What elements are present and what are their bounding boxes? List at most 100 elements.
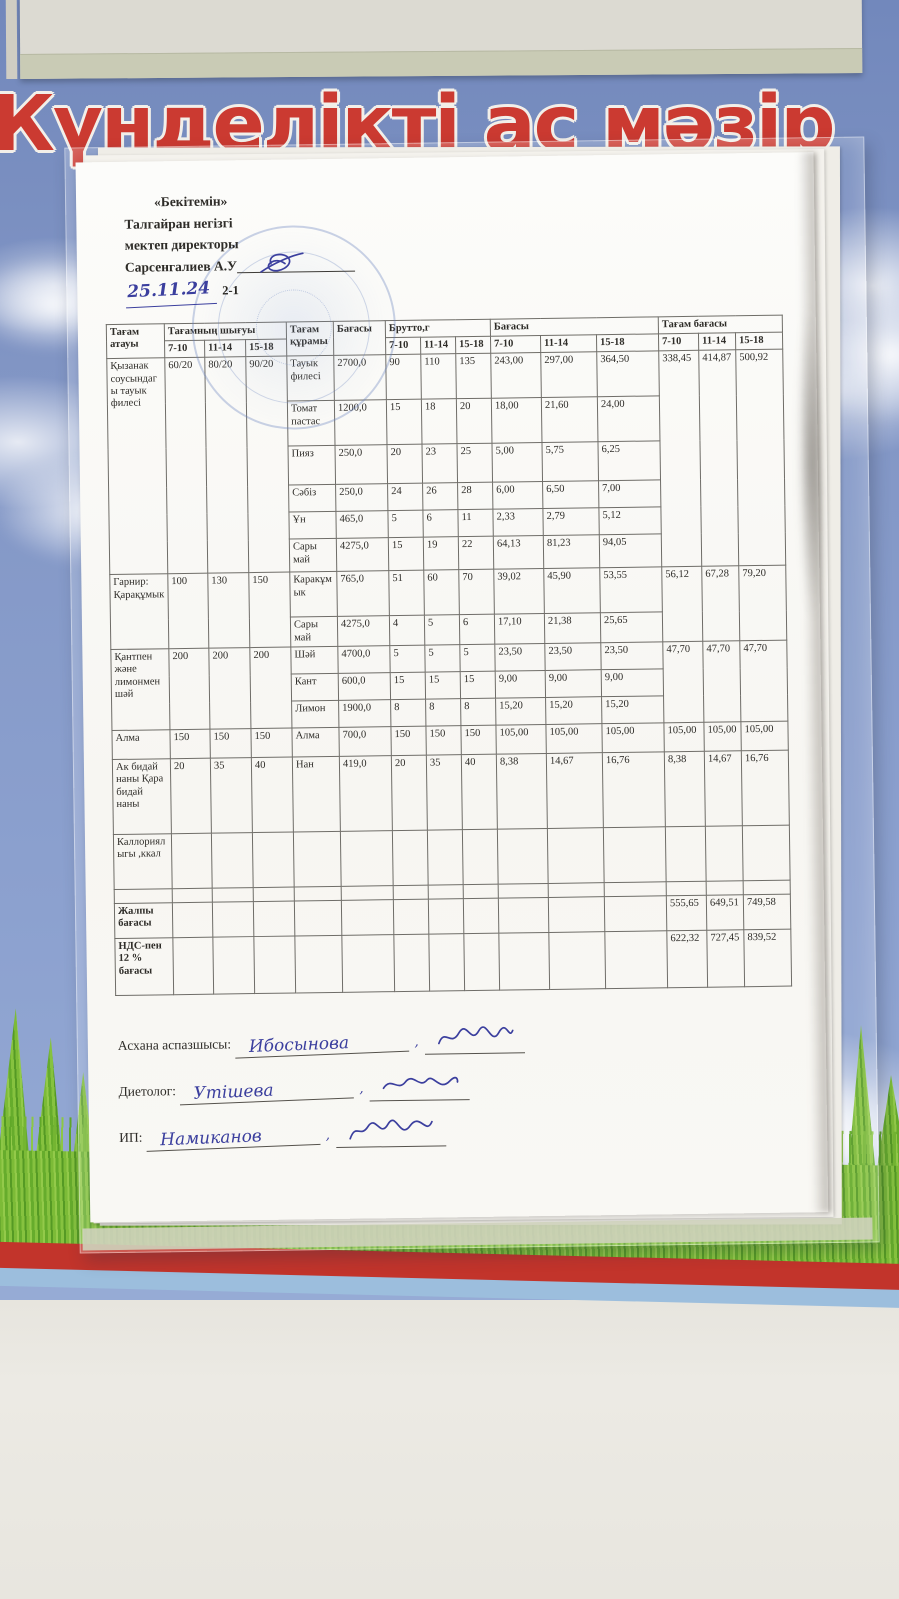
menu-table-cell: Шәй: [290, 646, 339, 675]
menu-table-cell: 6,00: [492, 481, 543, 510]
menu-table-cell: 15: [386, 399, 423, 445]
menu-table-cell: 243,00: [490, 352, 542, 399]
menu-table-cell: [498, 932, 550, 991]
menu-table: Тағам атауыТағамның шығуыТағам құрамыБағ…: [106, 314, 792, 996]
menu-table-cell: Ұн: [288, 511, 337, 540]
menu-table-cell: [427, 829, 464, 886]
menu-table-cell: 150: [169, 729, 211, 759]
menu-table-cell: 555,65: [666, 895, 707, 931]
menu-table-cell: 5,12: [598, 507, 662, 536]
menu-table-cell: 200: [208, 647, 251, 730]
menu-table-cell: 8: [390, 699, 426, 727]
menu-table-header-cell: 11-14: [540, 334, 597, 353]
menu-table-cell: [463, 933, 500, 991]
menu-table-cell: [393, 934, 430, 992]
menu-table-cell: 67,28: [701, 566, 740, 642]
menu-table-cell: 64,13: [493, 535, 544, 570]
menu-table-header-cell: 7-10: [490, 335, 541, 354]
menu-table-cell: 110: [420, 354, 457, 400]
menu-table-cell: 727,45: [706, 929, 745, 988]
menu-table-cell: 70: [458, 569, 495, 615]
menu-table-cell: Ак бидай наны Қара бидай наны: [112, 758, 172, 835]
menu-table-cell: 5: [387, 510, 424, 538]
menu-table-cell: Қантпен және лимонмен шәй: [110, 648, 170, 731]
menu-table-cell: [171, 833, 213, 889]
menu-table-cell: [666, 881, 707, 896]
menu-table-header-cell: Тағам атауы: [106, 323, 165, 359]
plastic-pocket: «Бекітемін» Талгайран негізгі мектеп дир…: [64, 136, 880, 1254]
menu-table-cell: 135: [455, 353, 492, 400]
menu-table-cell: 105,00: [663, 722, 705, 752]
menu-table-header-cell: 11-14: [420, 336, 456, 355]
menu-table-cell: [497, 828, 549, 885]
menu-table-cell: [603, 826, 667, 883]
menu-table-cell: Алма: [111, 729, 171, 760]
menu-table-cell: [212, 936, 255, 995]
menu-table-row: Ак бидай наны Қара бидай наны 20 35 40 Нан 41…: [112, 750, 790, 835]
menu-table-cell: 200: [249, 647, 292, 729]
handwritten-name: Намиканов: [145, 1123, 321, 1152]
director-signature-line: [236, 252, 356, 274]
menu-table-cell: 6,50: [542, 481, 599, 509]
menu-table-cell: 150: [209, 728, 252, 759]
menu-table-cell: 26: [422, 482, 458, 511]
menu-table-cell: [463, 898, 499, 934]
handwritten-date: 25.11.24: [124, 275, 217, 309]
menu-table-cell: 5,75: [542, 442, 599, 482]
menu-table-cell: [341, 934, 395, 993]
menu-table-cell: 47,70: [702, 640, 741, 723]
menu-table-cell: 28: [457, 482, 493, 510]
menu-table-cell: 56,12: [661, 566, 703, 642]
handwritten-name: Ибосынова: [234, 1030, 409, 1059]
signature-label: Асхана аспазшысы:: [117, 1036, 232, 1054]
menu-table-cell: Сәбіз: [288, 484, 336, 513]
menu-table-cell: [706, 880, 744, 896]
signature-scribble: [260, 252, 304, 273]
menu-table-cell: [252, 832, 295, 888]
menu-table-cell: [172, 888, 213, 903]
director-name: Сарсенгалиев А.У: [124, 258, 238, 275]
menu-table-cell: 130: [207, 572, 250, 649]
menu-table-cell: 749,58: [743, 894, 791, 930]
menu-table-cell: 18: [421, 399, 458, 445]
menu-table-cell: [294, 935, 343, 994]
menu-table-cell: 200: [168, 648, 210, 730]
menu-table-cell: [253, 901, 295, 937]
menu-table-cell: [294, 900, 342, 937]
menu-table-cell: 21,60: [541, 397, 598, 443]
menu-table-cell: 23,50: [600, 641, 664, 670]
menu-table-cell: [428, 898, 464, 935]
menu-table-cell: [393, 899, 429, 935]
signature-label: ИП:: [119, 1129, 143, 1146]
menu-table-header-cell: 15-18: [735, 332, 783, 351]
menu-table-cell: 5,00: [492, 442, 543, 483]
menu-table-cell: 15: [460, 671, 496, 699]
menu-table-cell: 4700,0: [337, 645, 391, 674]
menu-table-cell: [604, 895, 667, 932]
menu-table-cell: 20: [170, 758, 212, 834]
menu-table-cell: 105,00: [740, 721, 789, 751]
menu-table-cell: [340, 830, 394, 887]
menu-table-cell: 19: [423, 536, 459, 571]
menu-table-cell: 150: [250, 728, 293, 758]
menu-table-cell: 765,0: [336, 570, 390, 617]
menu-table-cell: [742, 825, 791, 881]
menu-table-cell: 6,25: [597, 441, 661, 482]
board-top-frame: [5, 0, 863, 80]
menu-table-cell: 53,55: [599, 567, 663, 614]
menu-table-cell: [212, 887, 254, 903]
menu-table-cell: [463, 884, 499, 899]
menu-table-cell: 8,38: [496, 753, 548, 830]
menu-table-cell: 15,20: [545, 696, 602, 725]
handwritten-name: Утішева: [179, 1077, 354, 1106]
class-code: 2-1: [222, 283, 239, 298]
menu-table-cell: 23,50: [494, 643, 546, 672]
menu-table-cell: 5: [459, 644, 496, 672]
menu-table-cell: 6: [422, 509, 459, 538]
menu-table-cell: 419,0: [339, 755, 393, 832]
menu-table-cell: 15,20: [601, 695, 664, 724]
menu-table-cell: 18,00: [491, 397, 543, 444]
menu-table-cell: 81,23: [543, 535, 600, 569]
menu-table-cell: 9,00: [601, 668, 664, 697]
menu-table-header-cell: 15-18: [455, 336, 491, 355]
